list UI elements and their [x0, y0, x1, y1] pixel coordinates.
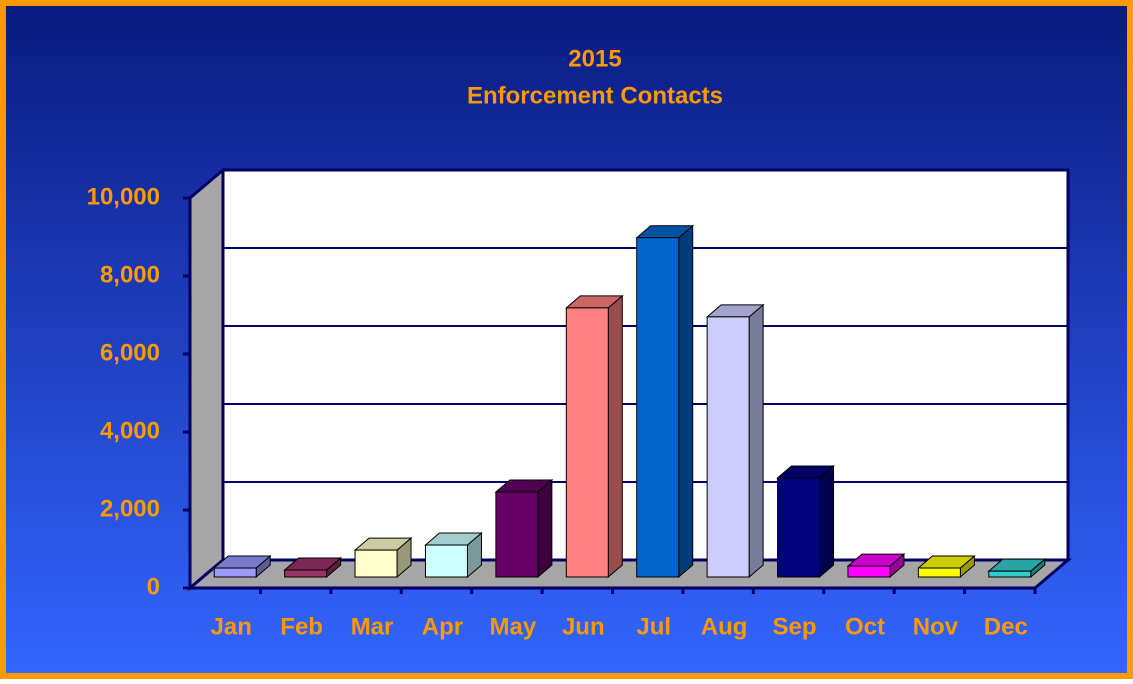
bar: [636, 237, 680, 578]
x-tick-label: Sep: [773, 613, 817, 640]
x-tick-label: Dec: [984, 613, 1028, 640]
bar: [565, 307, 609, 578]
bar: [917, 567, 961, 578]
bar: [847, 565, 891, 578]
bar-side: [537, 478, 553, 579]
bar: [706, 316, 750, 578]
x-tick-label: May: [490, 613, 537, 640]
y-tick-label: 10,000: [87, 183, 160, 210]
x-tick-label: Oct: [845, 613, 885, 640]
y-tick-label: 2,000: [100, 495, 160, 522]
side-wall: [188, 166, 225, 592]
y-tick-label: 6,000: [100, 339, 160, 366]
y-tick-label: 0: [147, 573, 160, 600]
chart-subtitle: Enforcement Contacts: [467, 82, 723, 109]
x-tick-label: Aug: [701, 613, 748, 640]
x-tick-label: Jan: [211, 613, 252, 640]
y-tick-label: 8,000: [100, 261, 160, 288]
bar-side: [748, 303, 764, 579]
bar: [777, 477, 821, 578]
bar: [354, 549, 398, 578]
x-tick-label: Feb: [280, 613, 323, 640]
bar: [424, 544, 468, 578]
chart-title: 2015: [568, 45, 621, 72]
bar: [213, 567, 257, 578]
bar: [495, 491, 539, 578]
bar-side: [819, 464, 835, 579]
x-tick-label: Nov: [913, 613, 959, 640]
bar-side: [678, 224, 694, 579]
x-tick-label: Apr: [422, 613, 463, 640]
bar: [988, 570, 1032, 578]
bar: [284, 569, 328, 578]
x-tick-label: Jun: [562, 613, 605, 640]
x-tick-label: Jul: [636, 613, 671, 640]
y-tick-label: 4,000: [100, 417, 160, 444]
bar-side: [607, 294, 623, 579]
x-tick-label: Mar: [351, 613, 394, 640]
